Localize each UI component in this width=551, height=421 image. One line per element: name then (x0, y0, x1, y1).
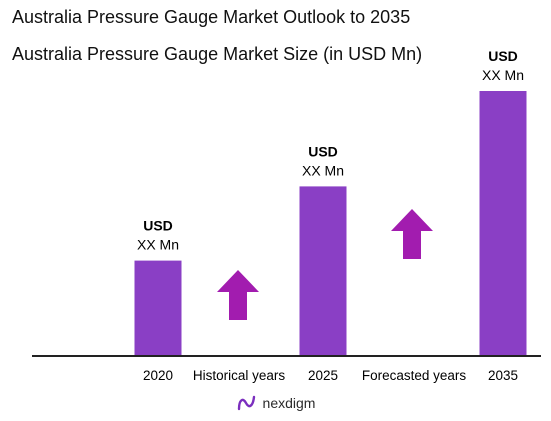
bar-label-currency-2020: USD (143, 218, 173, 234)
bar-2035 (479, 91, 527, 356)
bar-2025 (299, 186, 347, 356)
trend-up-arrow-forecasted-years (391, 209, 433, 259)
x-tick-label-2020: 2020 (143, 368, 173, 383)
bar-label-currency-2035: USD (488, 48, 518, 64)
bar-label-value-2025: XX Mn (302, 162, 344, 178)
brand-name: nexdigm (262, 395, 316, 411)
x-tick-label-2025: 2025 (308, 368, 338, 383)
annotation-historical-years: Historical years (193, 368, 286, 383)
footer: nexdigm (0, 394, 551, 417)
chart-subtitle: Australia Pressure Gauge Market Size (in… (12, 44, 423, 64)
nexdigm-logo-icon (237, 395, 255, 411)
bar-label-value-2020: XX Mn (137, 237, 179, 253)
annotation-forecasted-years: Forecasted years (362, 368, 467, 383)
x-tick-label-2035: 2035 (488, 368, 518, 383)
chart-main-title: Australia Pressure Gauge Market Outlook … (12, 7, 411, 27)
bar-label-value-2035: XX Mn (482, 67, 524, 83)
brand-logo: nexdigm (236, 394, 316, 412)
bar-label-currency-2025: USD (308, 143, 338, 159)
trend-up-arrow-historical-years (217, 270, 259, 320)
bar-2020 (134, 260, 182, 356)
